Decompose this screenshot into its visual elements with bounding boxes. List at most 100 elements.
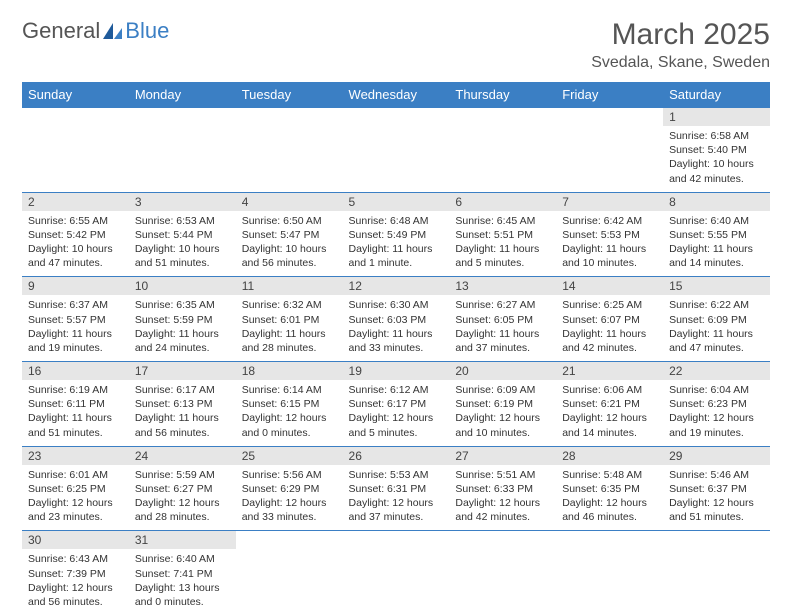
sunset-text: Sunset: 6:25 PM [28, 482, 123, 496]
daylight-text: and 37 minutes. [455, 341, 550, 355]
day-content-cell: Sunrise: 6:43 AMSunset: 7:39 PMDaylight:… [22, 549, 129, 615]
day-content-cell: Sunrise: 6:22 AMSunset: 6:09 PMDaylight:… [663, 295, 770, 361]
sunset-text: Sunset: 6:01 PM [242, 313, 337, 327]
daylight-text: and 10 minutes. [562, 256, 657, 270]
content-row: Sunrise: 6:19 AMSunset: 6:11 PMDaylight:… [22, 380, 770, 446]
day-number-cell: 29 [663, 446, 770, 465]
day-content-cell [236, 549, 343, 615]
day-content-cell: Sunrise: 6:17 AMSunset: 6:13 PMDaylight:… [129, 380, 236, 446]
daylight-text: Daylight: 10 hours [669, 157, 764, 171]
sunset-text: Sunset: 5:59 PM [135, 313, 230, 327]
day-content-cell [556, 549, 663, 615]
sunrise-text: Sunrise: 6:19 AM [28, 383, 123, 397]
day-number-cell: 22 [663, 362, 770, 381]
day-content-cell [22, 126, 129, 192]
daylight-text: Daylight: 12 hours [669, 496, 764, 510]
daylight-text: and 56 minutes. [242, 256, 337, 270]
calendar-table: SundayMondayTuesdayWednesdayThursdayFrid… [22, 82, 770, 615]
day-number-cell: 20 [449, 362, 556, 381]
daylight-text: Daylight: 12 hours [455, 496, 550, 510]
weekday-header: Thursday [449, 82, 556, 108]
daylight-text: Daylight: 10 hours [242, 242, 337, 256]
daylight-text: and 33 minutes. [349, 341, 444, 355]
sunset-text: Sunset: 6:21 PM [562, 397, 657, 411]
location-text: Svedala, Skane, Sweden [591, 54, 770, 72]
content-row: Sunrise: 6:58 AMSunset: 5:40 PMDaylight:… [22, 126, 770, 192]
day-number-cell: 1 [663, 108, 770, 127]
sunrise-text: Sunrise: 6:43 AM [28, 552, 123, 566]
sunset-text: Sunset: 5:42 PM [28, 228, 123, 242]
day-content-cell: Sunrise: 5:48 AMSunset: 6:35 PMDaylight:… [556, 465, 663, 531]
daylight-text: Daylight: 12 hours [28, 496, 123, 510]
sunset-text: Sunset: 6:13 PM [135, 397, 230, 411]
sunset-text: Sunset: 5:53 PM [562, 228, 657, 242]
daylight-text: and 5 minutes. [349, 426, 444, 440]
daynum-row: 9101112131415 [22, 277, 770, 296]
weekday-row: SundayMondayTuesdayWednesdayThursdayFrid… [22, 82, 770, 108]
day-number-cell: 23 [22, 446, 129, 465]
daylight-text: and 5 minutes. [455, 256, 550, 270]
sunrise-text: Sunrise: 6:32 AM [242, 298, 337, 312]
daylight-text: Daylight: 11 hours [669, 242, 764, 256]
day-content-cell: Sunrise: 6:53 AMSunset: 5:44 PMDaylight:… [129, 211, 236, 277]
sunset-text: Sunset: 6:19 PM [455, 397, 550, 411]
day-number-cell: 2 [22, 192, 129, 211]
day-number-cell [556, 531, 663, 550]
sunset-text: Sunset: 7:39 PM [28, 567, 123, 581]
daylight-text: Daylight: 12 hours [28, 581, 123, 595]
day-content-cell [556, 126, 663, 192]
daylight-text: and 51 minutes. [669, 510, 764, 524]
sunset-text: Sunset: 5:57 PM [28, 313, 123, 327]
daylight-text: and 42 minutes. [669, 172, 764, 186]
sunrise-text: Sunrise: 6:01 AM [28, 468, 123, 482]
day-content-cell: Sunrise: 6:35 AMSunset: 5:59 PMDaylight:… [129, 295, 236, 361]
day-content-cell: Sunrise: 6:09 AMSunset: 6:19 PMDaylight:… [449, 380, 556, 446]
day-number-cell: 25 [236, 446, 343, 465]
sunrise-text: Sunrise: 6:37 AM [28, 298, 123, 312]
daynum-row: 23242526272829 [22, 446, 770, 465]
sunrise-text: Sunrise: 6:22 AM [669, 298, 764, 312]
month-title: March 2025 [591, 18, 770, 52]
sunset-text: Sunset: 5:40 PM [669, 143, 764, 157]
day-content-cell [449, 549, 556, 615]
weekday-header: Wednesday [343, 82, 450, 108]
daylight-text: and 24 minutes. [135, 341, 230, 355]
daylight-text: and 56 minutes. [135, 426, 230, 440]
sunset-text: Sunset: 5:51 PM [455, 228, 550, 242]
day-content-cell: Sunrise: 6:50 AMSunset: 5:47 PMDaylight:… [236, 211, 343, 277]
sunrise-text: Sunrise: 6:09 AM [455, 383, 550, 397]
daylight-text: Daylight: 12 hours [562, 496, 657, 510]
sunrise-text: Sunrise: 5:46 AM [669, 468, 764, 482]
day-content-cell: Sunrise: 6:04 AMSunset: 6:23 PMDaylight:… [663, 380, 770, 446]
day-content-cell: Sunrise: 6:45 AMSunset: 5:51 PMDaylight:… [449, 211, 556, 277]
day-number-cell [449, 531, 556, 550]
daylight-text: Daylight: 12 hours [135, 496, 230, 510]
sunset-text: Sunset: 6:03 PM [349, 313, 444, 327]
daylight-text: and 0 minutes. [135, 595, 230, 609]
day-content-cell: Sunrise: 6:19 AMSunset: 6:11 PMDaylight:… [22, 380, 129, 446]
sunset-text: Sunset: 6:37 PM [669, 482, 764, 496]
sunrise-text: Sunrise: 6:14 AM [242, 383, 337, 397]
content-row: Sunrise: 6:55 AMSunset: 5:42 PMDaylight:… [22, 211, 770, 277]
day-number-cell: 19 [343, 362, 450, 381]
daylight-text: and 47 minutes. [28, 256, 123, 270]
daylight-text: and 14 minutes. [562, 426, 657, 440]
daylight-text: and 51 minutes. [135, 256, 230, 270]
daylight-text: Daylight: 12 hours [669, 411, 764, 425]
day-content-cell: Sunrise: 5:59 AMSunset: 6:27 PMDaylight:… [129, 465, 236, 531]
day-content-cell [343, 126, 450, 192]
day-number-cell: 10 [129, 277, 236, 296]
daylight-text: and 19 minutes. [28, 341, 123, 355]
day-number-cell: 18 [236, 362, 343, 381]
daylight-text: Daylight: 10 hours [28, 242, 123, 256]
sunrise-text: Sunrise: 6:25 AM [562, 298, 657, 312]
daylight-text: Daylight: 12 hours [562, 411, 657, 425]
day-number-cell [236, 108, 343, 127]
sunset-text: Sunset: 6:17 PM [349, 397, 444, 411]
day-number-cell: 5 [343, 192, 450, 211]
day-number-cell: 12 [343, 277, 450, 296]
daylight-text: and 14 minutes. [669, 256, 764, 270]
day-content-cell: Sunrise: 6:06 AMSunset: 6:21 PMDaylight:… [556, 380, 663, 446]
day-content-cell: Sunrise: 6:01 AMSunset: 6:25 PMDaylight:… [22, 465, 129, 531]
weekday-header: Sunday [22, 82, 129, 108]
